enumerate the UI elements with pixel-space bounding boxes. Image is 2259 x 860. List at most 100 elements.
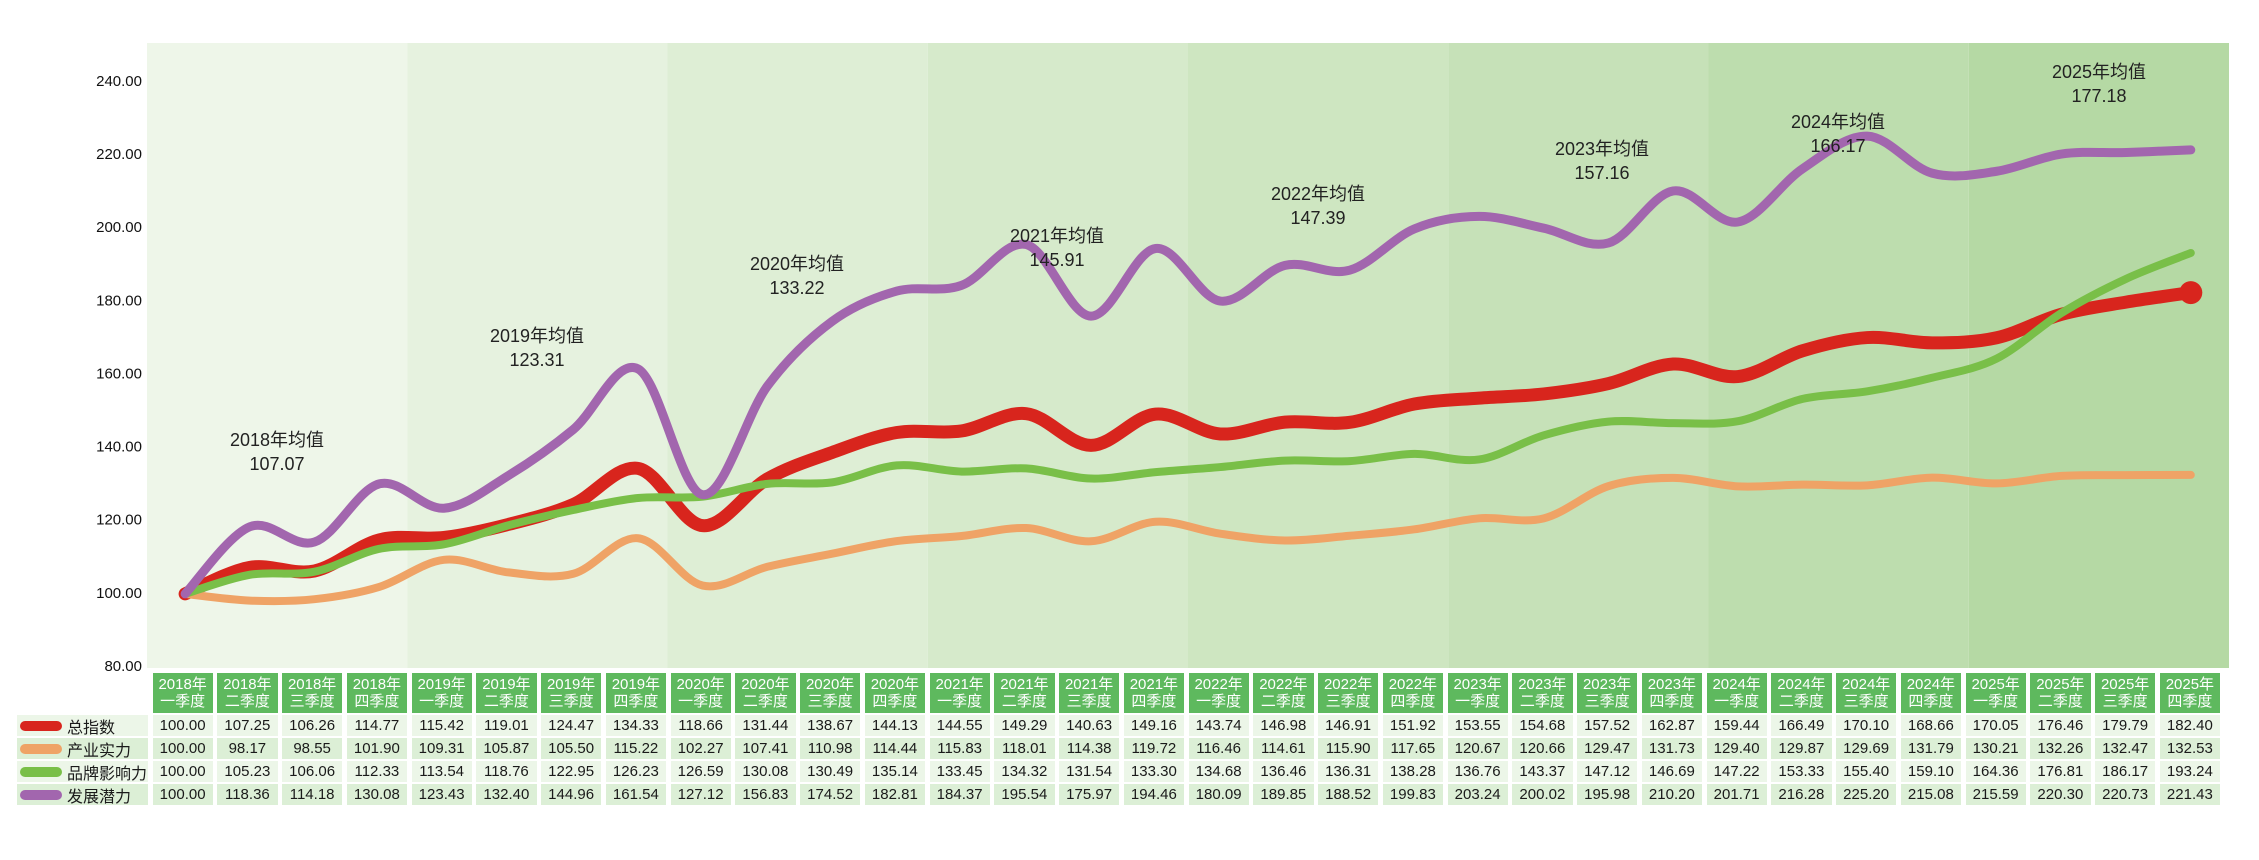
table-value-cell: 220.73 [2095, 784, 2156, 805]
table-value-cell: 115.90 [1318, 738, 1379, 759]
table-header-cell: 2018年 四季度 [346, 673, 407, 713]
header-year-label: 2024年 [1841, 676, 1891, 693]
annual-average-annotation: 2022年均值 147.39 [1271, 184, 1365, 228]
table-value-cell: 129.47 [1577, 738, 1638, 759]
y-axis-tick-label: 180.00 [96, 292, 142, 309]
table-header-cell: 2018年 一季度 [152, 673, 213, 713]
table-value-cell: 123.43 [411, 784, 472, 805]
header-quarter-label: 二季度 [483, 693, 529, 710]
table-value-cell: 118.76 [476, 761, 537, 782]
table-value-cell: 188.52 [1318, 784, 1379, 805]
table-value-cell: 143.74 [1188, 715, 1249, 736]
table-value-cell: 105.23 [217, 761, 278, 782]
table-value-cell: 144.55 [929, 715, 990, 736]
header-year-label: 2020年 [805, 676, 855, 693]
header-year-label: 2025年 [2036, 676, 2085, 693]
header-quarter-label: 三季度 [289, 693, 335, 710]
table-value-cell: 168.66 [1900, 715, 1961, 736]
table-value-cell: 107.41 [735, 738, 796, 759]
header-year-label: 2018年 [287, 676, 337, 693]
table-value-cell: 153.55 [1447, 715, 1508, 736]
table-value-cell: 149.16 [1123, 715, 1184, 736]
year-band [1188, 43, 1449, 668]
table-corner-cell [17, 673, 148, 713]
header-quarter-label: 四季度 [1390, 693, 1436, 710]
table-header-cell: 2024年 二季度 [1771, 673, 1832, 713]
table-header-cell: 2021年 二季度 [994, 673, 1055, 713]
table-header-cell: 2018年 三季度 [282, 673, 343, 713]
table-value-cell: 132.53 [2159, 738, 2220, 759]
header-quarter-label: 四季度 [1649, 693, 1695, 710]
table-value-cell: 107.25 [217, 715, 278, 736]
table-value-cell: 182.81 [864, 784, 925, 805]
table-value-cell: 174.52 [800, 784, 861, 805]
table-value-cell: 175.97 [1059, 784, 1120, 805]
table-value-cell: 102.27 [670, 738, 731, 759]
header-quarter-label: 三季度 [548, 693, 594, 710]
header-year-label: 2020年 [741, 676, 790, 693]
table-value-cell: 124.47 [541, 715, 602, 736]
table-value-cell: 215.59 [1965, 784, 2026, 805]
table-value-cell: 182.40 [2159, 715, 2220, 736]
header-year-label: 2019年 [482, 676, 531, 693]
table-value-cell: 164.36 [1965, 761, 2026, 782]
legend-swatch-total-index [20, 720, 62, 731]
header-quarter-label: 一季度 [160, 693, 206, 710]
header-quarter-label: 二季度 [742, 693, 788, 710]
table-value-cell: 105.50 [541, 738, 602, 759]
table-value-cell: 100.00 [152, 784, 213, 805]
table-value-cell: 132.47 [2095, 738, 2156, 759]
header-quarter-label: 三季度 [1584, 693, 1630, 710]
header-quarter-label: 二季度 [224, 693, 270, 710]
series-name-label: 品牌影响力 [67, 765, 148, 783]
header-quarter-label: 四季度 [2167, 693, 2213, 710]
table-value-cell: 146.69 [1641, 761, 1702, 782]
table-value-cell: 193.24 [2159, 761, 2220, 782]
table-value-cell: 146.98 [1253, 715, 1314, 736]
series-line-industry-strength [181, 470, 2195, 606]
header-year-label: 2024年 [1906, 676, 1956, 693]
table-header-cell: 2020年 三季度 [800, 673, 861, 713]
header-year-label: 2023年 [1582, 676, 1632, 693]
table-header-cell: 2020年 四季度 [864, 673, 925, 713]
table-value-cell: 221.43 [2159, 784, 2220, 805]
table-value-cell: 143.37 [1512, 761, 1573, 782]
header-year-label: 2021年 [1129, 676, 1179, 693]
table-value-cell: 129.87 [1771, 738, 1832, 759]
table-value-cell: 114.77 [346, 715, 407, 736]
table-value-cell: 147.12 [1577, 761, 1638, 782]
table-header-cell: 2023年 一季度 [1447, 673, 1508, 713]
table-value-cell: 130.08 [735, 761, 796, 782]
table-value-cell: 135.14 [864, 761, 925, 782]
table-value-cell: 106.06 [282, 761, 343, 782]
table-value-cell: 154.68 [1512, 715, 1573, 736]
table-value-cell: 155.40 [1836, 761, 1897, 782]
series-label-cell-brand-influence: 品牌影响力 [17, 761, 148, 782]
series-end-marker-total-index [2179, 281, 2203, 305]
table-value-cell: 179.79 [2095, 715, 2156, 736]
table-value-cell: 109.31 [411, 738, 472, 759]
legend-swatch-industry-strength [20, 743, 62, 754]
table-value-cell: 120.67 [1447, 738, 1508, 759]
table-value-cell: 220.30 [2030, 784, 2091, 805]
table-header-cell: 2023年 三季度 [1577, 673, 1638, 713]
table-value-cell: 140.63 [1059, 715, 1120, 736]
table-value-cell: 201.71 [1706, 784, 1767, 805]
table-header-cell: 2023年 四季度 [1641, 673, 1702, 713]
table-value-cell: 100.00 [152, 715, 213, 736]
y-axis-tick-label: 140.00 [96, 439, 142, 456]
header-year-label: 2018年 [223, 676, 272, 693]
table-header-cell: 2019年 四季度 [605, 673, 666, 713]
table-header-cell: 2024年 一季度 [1706, 673, 1767, 713]
header-quarter-label: 三季度 [807, 693, 853, 710]
table-value-cell: 134.32 [994, 761, 1055, 782]
table-value-cell: 144.13 [864, 715, 925, 736]
table-value-cell: 98.17 [217, 738, 278, 759]
header-quarter-label: 三季度 [1843, 693, 1889, 710]
table-value-cell: 100.00 [152, 761, 213, 782]
annual-average-annotation: 2018年均值 107.07 [230, 430, 324, 474]
header-quarter-label: 一季度 [1196, 693, 1242, 710]
table-value-cell: 126.59 [670, 761, 731, 782]
